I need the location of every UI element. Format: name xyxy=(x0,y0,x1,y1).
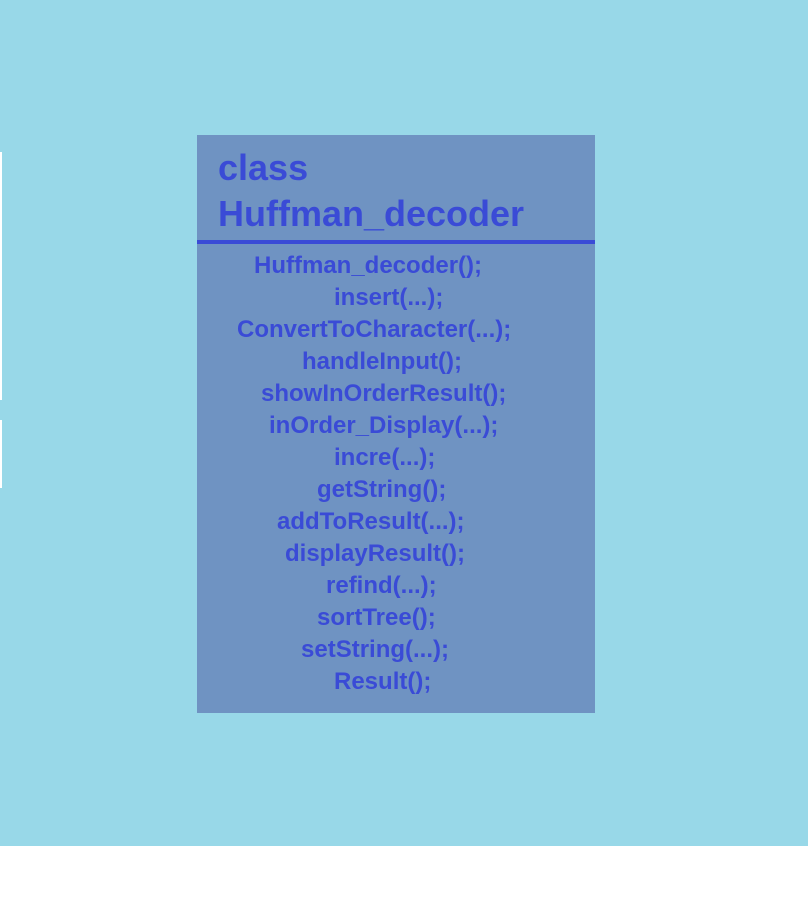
method-item: showInOrderResult(); xyxy=(261,380,507,407)
class-divider xyxy=(197,240,595,244)
canvas-edge-mark xyxy=(0,420,2,488)
method-item: handleInput(); xyxy=(302,348,462,375)
method-item: setString(...); xyxy=(301,636,449,663)
diagram-canvas: class Huffman_decoder Huffman_decoder();… xyxy=(0,0,808,846)
method-item: getString(); xyxy=(317,476,447,503)
method-item: incre(...); xyxy=(334,444,436,471)
method-item: inOrder_Display(...); xyxy=(269,412,499,439)
uml-class-box: class Huffman_decoder Huffman_decoder();… xyxy=(197,135,595,713)
class-header: class Huffman_decoder xyxy=(197,135,595,243)
method-item: Huffman_decoder(); xyxy=(254,252,483,279)
method-item: sortTree(); xyxy=(317,604,436,631)
method-item: ConvertToCharacter(...); xyxy=(237,316,512,343)
method-item: refind(...); xyxy=(326,572,437,599)
method-item: addToResult(...); xyxy=(277,508,465,535)
method-item: displayResult(); xyxy=(285,540,466,567)
method-item: insert(...); xyxy=(334,284,444,311)
canvas-edge-mark xyxy=(0,152,2,400)
class-title: class Huffman_decoder xyxy=(218,147,525,234)
method-item: Result(); xyxy=(334,668,432,695)
